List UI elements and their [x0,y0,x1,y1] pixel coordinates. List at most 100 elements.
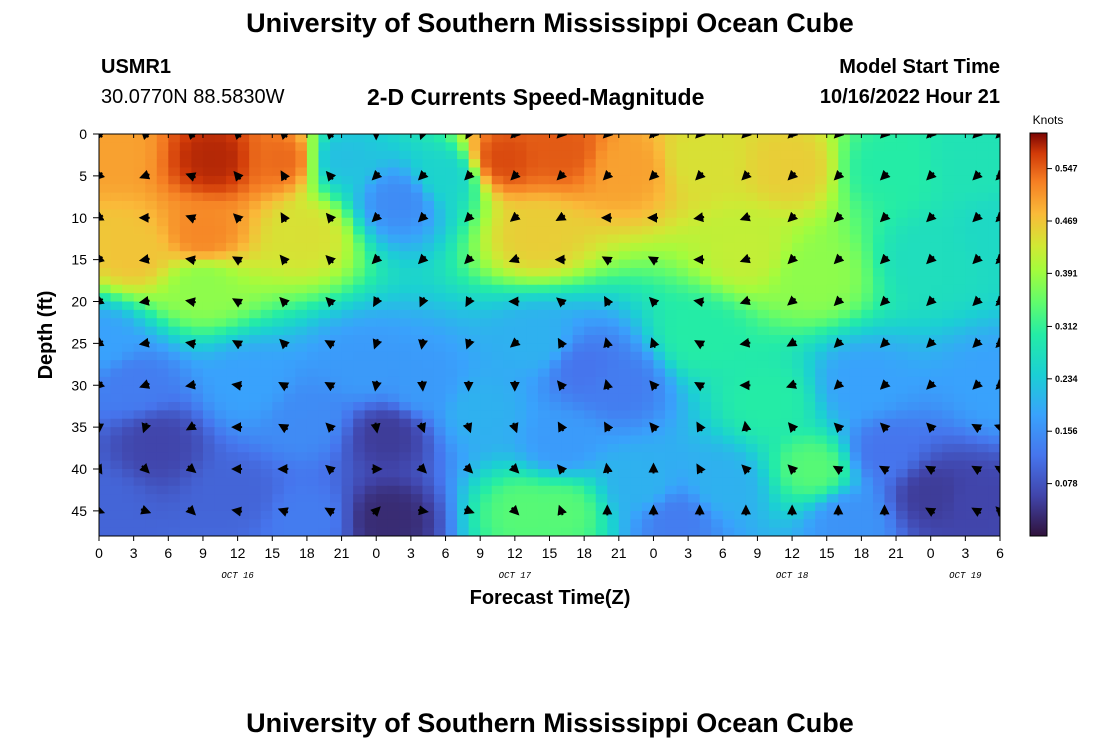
heatmap-cell [792,318,805,328]
heatmap-cell [745,351,759,361]
heatmap-cell [480,410,493,420]
heatmap-cell [168,527,181,536]
heatmap-cell [457,527,470,536]
heatmap-cell [815,402,828,411]
heatmap-cell [803,469,816,478]
heatmap-cell [330,217,343,227]
heatmap-cell [168,301,181,311]
heatmap-cell [965,527,978,536]
heatmap-cell [191,427,204,437]
heatmap-cell [688,510,701,520]
heatmap-cell [468,343,481,353]
heatmap-cell [145,502,158,512]
heatmap-cell [872,175,886,185]
heatmap-cell [376,360,389,370]
heatmap-cell [872,242,886,252]
heatmap-cell [202,376,216,386]
heatmap-cell [711,234,724,244]
heatmap-cell [202,318,216,328]
heatmap-cell [283,435,296,445]
heatmap-cell [699,309,712,319]
heatmap-cell [607,209,620,219]
heatmap-cell [168,376,181,386]
heatmap-cell [537,527,551,536]
heatmap-cell [445,452,458,462]
heatmap-cell [376,469,389,478]
heatmap-cell [884,510,897,520]
heatmap-cell [919,418,932,428]
heatmap-cell [514,293,527,303]
heatmap-cell [330,301,343,311]
heatmap-cell [376,510,389,520]
heatmap-cell [711,326,724,336]
heatmap-cell [480,226,493,236]
heatmap-cell [584,134,597,143]
heatmap-cell [318,527,331,536]
heatmap-cell [514,460,527,470]
heatmap-cell [364,284,377,294]
heatmap-cell [572,201,585,210]
heatmap-cell [445,284,458,294]
heatmap-cell [953,443,966,453]
heatmap-cell [757,527,770,536]
heatmap-cell [768,477,782,487]
heatmap-cell [907,469,920,478]
heatmap-cell [514,410,527,420]
heatmap-cell [976,251,990,261]
heatmap-cell [410,469,424,478]
heatmap-cell [849,519,862,529]
heatmap-cell [468,184,481,194]
heatmap-cell [584,443,597,453]
heatmap-cell [376,226,389,236]
heatmap-cell [179,368,193,378]
heatmap-cell [734,226,747,236]
heatmap-cell [226,477,239,487]
heatmap-cell [480,201,493,210]
heatmap-cell [861,494,874,504]
heatmap-cell [815,410,828,420]
heatmap-cell [491,368,504,378]
heatmap-cell [734,427,747,437]
heatmap-cell [653,351,666,361]
heatmap-cell [260,167,273,177]
heatmap-cell [965,167,978,177]
heatmap-cell [884,175,897,185]
heatmap-cell [283,351,296,361]
heatmap-cell [930,360,943,370]
heatmap-cell [907,435,920,445]
heatmap-cell [618,276,631,286]
heatmap-cell [665,268,678,277]
heatmap-cell [237,443,250,453]
heatmap-cell [896,460,909,470]
heatmap-cell [884,385,897,395]
heatmap-cell [861,460,874,470]
heatmap-cell [665,443,678,453]
heatmap-cell [549,309,562,319]
heatmap-cell [884,209,897,219]
heatmap-cell [722,510,735,520]
heatmap-cell [942,167,955,177]
heatmap-cell [364,159,377,169]
heatmap-cell [953,142,966,152]
heatmap-cell [260,343,273,353]
heatmap-cell [768,293,782,303]
heatmap-cell [272,301,285,311]
heatmap-cell [549,184,562,194]
heatmap-cell [780,175,793,185]
heatmap-cell [919,251,932,261]
heatmap-cell [99,276,112,286]
heatmap-cell [942,175,955,185]
heatmap-cell [260,226,273,236]
heatmap-cell [953,150,966,160]
heatmap-cell [306,510,320,520]
heatmap-cell [260,460,273,470]
heatmap-cell [572,226,585,236]
heatmap-cell [896,335,909,344]
heatmap-cell [607,234,620,244]
heatmap-cell [803,293,816,303]
heatmap-cell [930,309,943,319]
heatmap-cell [907,485,920,495]
heatmap-cell [503,402,516,411]
heatmap-cell [306,293,320,303]
heatmap-cell [711,368,724,378]
